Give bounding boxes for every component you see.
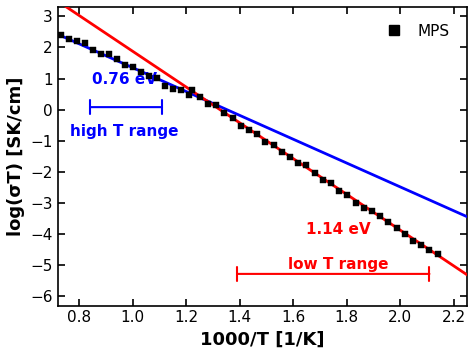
Point: [368, 208, 376, 214]
Legend: MPS: MPS: [373, 17, 455, 45]
Point: [145, 73, 153, 79]
Point: [262, 139, 269, 145]
Point: [185, 92, 193, 98]
Point: [434, 251, 441, 256]
Point: [129, 64, 137, 69]
Y-axis label: log(σT) [SK/cm]: log(σT) [SK/cm]: [7, 77, 25, 236]
Point: [401, 231, 409, 236]
Text: low T range: low T range: [288, 257, 389, 272]
Point: [352, 200, 359, 206]
Point: [418, 242, 425, 248]
Point: [137, 69, 145, 75]
Point: [360, 205, 367, 210]
Point: [384, 219, 392, 225]
Point: [254, 131, 261, 137]
Point: [229, 115, 237, 121]
Point: [212, 102, 220, 108]
Point: [294, 160, 302, 166]
Point: [113, 56, 120, 62]
Point: [278, 149, 285, 155]
Point: [81, 41, 88, 46]
X-axis label: 1000/T [1/K]: 1000/T [1/K]: [200, 331, 325, 349]
Point: [237, 123, 245, 129]
Point: [121, 62, 128, 68]
Point: [65, 37, 73, 42]
Text: 0.76 eV: 0.76 eV: [92, 72, 157, 87]
Point: [188, 87, 195, 93]
Point: [177, 87, 185, 93]
Text: 1.14 eV: 1.14 eV: [306, 222, 371, 237]
Point: [302, 162, 310, 168]
Point: [426, 247, 433, 253]
Point: [161, 83, 169, 88]
Point: [336, 188, 343, 194]
Point: [89, 47, 96, 53]
Point: [204, 101, 212, 106]
Point: [344, 192, 351, 197]
Point: [376, 213, 384, 219]
Point: [196, 95, 203, 100]
Point: [270, 142, 277, 148]
Point: [153, 75, 161, 81]
Point: [73, 38, 81, 44]
Point: [105, 51, 112, 57]
Point: [57, 32, 64, 37]
Point: [393, 225, 401, 231]
Point: [286, 154, 294, 160]
Text: high T range: high T range: [71, 124, 179, 138]
Point: [220, 110, 228, 116]
Point: [409, 238, 417, 244]
Point: [319, 177, 327, 183]
Point: [97, 51, 104, 57]
Point: [245, 127, 253, 133]
Point: [311, 170, 319, 176]
Point: [327, 180, 335, 185]
Point: [169, 86, 177, 91]
